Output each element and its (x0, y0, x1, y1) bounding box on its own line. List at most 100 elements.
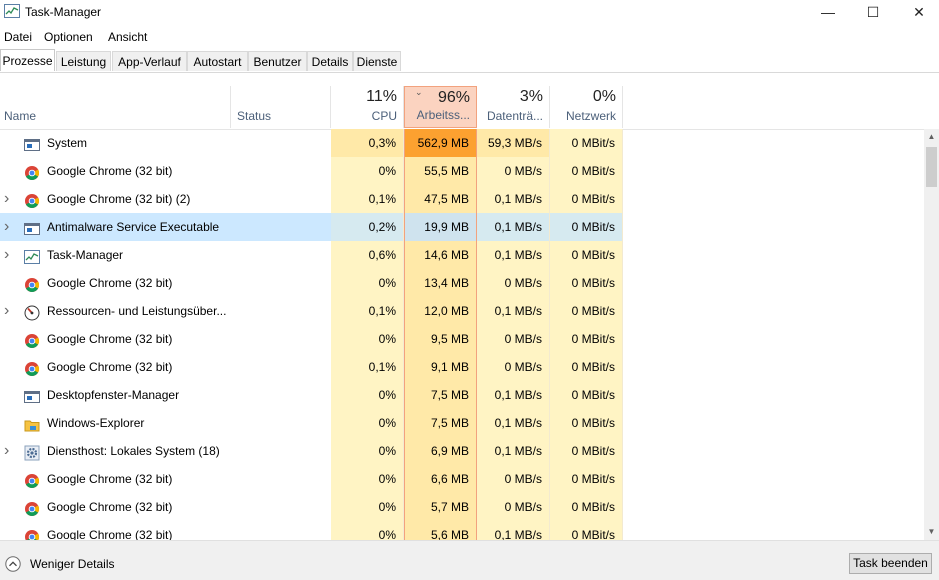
system-window-icon (24, 135, 40, 151)
tab-leistung[interactable]: Leistung (56, 51, 111, 71)
memory-value: 7,5 MB (404, 409, 477, 437)
memory-value: 9,1 MB (404, 353, 477, 381)
process-row[interactable]: Google Chrome (32 bit) 0% 13,4 MB 0 MB/s 0 M… (0, 269, 924, 297)
disk-value: 0,1 MB/s (477, 437, 550, 465)
network-value: 0 MBit/s (550, 185, 623, 213)
column-header-cpu[interactable]: 11% CPU (331, 86, 404, 128)
memory-value: 19,9 MB (404, 213, 477, 241)
disk-value: 0 MB/s (477, 465, 550, 493)
title-bar: Task-Manager — ☐ ✕ (0, 0, 939, 26)
tab-benutzer[interactable]: Benutzer (248, 51, 307, 71)
resource-monitor-icon (24, 303, 40, 321)
process-name: Google Chrome (32 bit) (47, 360, 173, 374)
process-row[interactable]: › Antimalware Service Executable 0,2% 19,9 … (0, 213, 924, 241)
chrome-icon (24, 527, 40, 540)
tab-app-verlauf[interactable]: App-Verlauf (112, 51, 187, 71)
menu-optionen[interactable]: Optionen (44, 30, 93, 44)
process-name-cell: Google Chrome (32 bit) (0, 521, 331, 540)
cpu-value: 0,3% (331, 129, 404, 157)
process-row[interactable]: › Ressourcen- und Leistungsüber... 0,1% 12,… (0, 297, 924, 325)
network-value: 0 MBit/s (550, 297, 623, 325)
menu-ansicht[interactable]: Ansicht (108, 30, 148, 44)
process-name-cell: › Ressourcen- und Leistungsüber... (0, 297, 331, 325)
expand-chevron-icon[interactable]: › (4, 190, 10, 207)
chrome-icon (24, 275, 40, 292)
memory-value: 6,6 MB (404, 465, 477, 493)
disk-value: 0,1 MB/s (477, 185, 550, 213)
end-task-button[interactable]: Task beenden (849, 553, 932, 574)
process-name: Google Chrome (32 bit) (47, 276, 173, 290)
menu-datei[interactable]: Datei (4, 30, 33, 44)
disk-value: 0,1 MB/s (477, 241, 550, 269)
process-row[interactable]: › Task-Manager 0,6% 14,6 MB 0,1 MB/s 0 MBit/s (0, 241, 924, 269)
process-row[interactable]: Google Chrome (32 bit) 0,1% 9,1 MB 0 MB/s 0 … (0, 353, 924, 381)
process-name: Desktopfenster-Manager (47, 388, 180, 402)
process-list: System 0,3% 562,9 MB 59,3 MB/s 0 MBit/s Googl… (0, 129, 924, 540)
process-name: Google Chrome (32 bit) (47, 164, 173, 178)
process-row[interactable]: Google Chrome (32 bit) 0% 5,6 MB 0,1 MB/s 0 … (0, 521, 924, 540)
process-row[interactable]: Google Chrome (32 bit) 0% 6,6 MB 0 MB/s 0 MB… (0, 465, 924, 493)
expand-chevron-icon[interactable]: › (4, 218, 10, 235)
minimize-button[interactable]: — (821, 4, 835, 20)
process-row[interactable]: Desktopfenster-Manager 0% 7,5 MB 0,1 MB/s 0 … (0, 381, 924, 409)
expand-chevron-icon[interactable]: › (4, 246, 10, 263)
tab-prozesse[interactable]: Prozesse (0, 49, 55, 71)
expand-chevron-icon[interactable]: › (4, 302, 10, 319)
disk-value: 0,1 MB/s (477, 409, 550, 437)
close-button[interactable]: ✕ (913, 4, 925, 20)
cpu-value: 0% (331, 269, 404, 297)
expand-chevron-icon[interactable]: › (4, 442, 10, 459)
chrome-icon (24, 331, 40, 348)
process-row[interactable]: › Google Chrome (32 bit) (2) 0,1% 47,5 MB 0,… (0, 185, 924, 213)
column-header-network[interactable]: 0% Netzwerk (550, 86, 623, 128)
memory-value: 13,4 MB (404, 269, 477, 297)
process-row[interactable]: Google Chrome (32 bit) 0% 9,5 MB 0 MB/s 0 MB… (0, 325, 924, 353)
chevron-up-circle-icon[interactable] (5, 556, 21, 572)
process-row[interactable]: System 0,3% 562,9 MB 59,3 MB/s 0 MBit/s (0, 129, 924, 157)
process-name: Task-Manager (47, 248, 124, 262)
process-name: Google Chrome (32 bit) (47, 528, 173, 540)
scroll-down-arrow-icon[interactable]: ▼ (927, 527, 936, 536)
network-value: 0 MBit/s (550, 269, 623, 297)
process-row[interactable]: Google Chrome (32 bit) 0% 55,5 MB 0 MB/s 0 M… (0, 157, 924, 185)
vertical-scrollbar[interactable]: ▲ ▼ (924, 129, 939, 540)
process-row[interactable]: Windows-Explorer 0% 7,5 MB 0,1 MB/s 0 MBit/s (0, 409, 924, 437)
window-title: Task-Manager (25, 5, 102, 19)
cpu-value: 0% (331, 437, 404, 465)
cpu-value: 0,1% (331, 185, 404, 213)
maximize-button[interactable]: ☐ (866, 4, 880, 20)
process-row[interactable]: › Diensthost: Lokales System (18) 0% 6,9 MB… (0, 437, 924, 465)
disk-value: 0,1 MB/s (477, 213, 550, 241)
cpu-value: 0% (331, 325, 404, 353)
scroll-up-arrow-icon[interactable]: ▲ (927, 132, 936, 141)
process-name: Windows-Explorer (47, 416, 145, 430)
network-value: 0 MBit/s (550, 325, 623, 353)
cpu-value: 0% (331, 465, 404, 493)
disk-value: 0 MB/s (477, 325, 550, 353)
cpu-value: 0,1% (331, 353, 404, 381)
memory-value: 562,9 MB (404, 129, 477, 157)
memory-value: 12,0 MB (404, 297, 477, 325)
tab-details[interactable]: Details (307, 51, 353, 71)
tab-dienste[interactable]: Dienste (353, 51, 401, 71)
column-header-disk[interactable]: 3% Datenträ... (477, 86, 550, 128)
fewer-details-link[interactable]: Weniger Details (30, 557, 115, 571)
column-header-status[interactable]: Status (231, 86, 331, 128)
process-name-cell: Windows-Explorer (0, 409, 331, 437)
memory-value: 55,5 MB (404, 157, 477, 185)
scroll-thumb[interactable] (926, 147, 937, 187)
network-value: 0 MBit/s (550, 353, 623, 381)
tab-autostart[interactable]: Autostart (187, 51, 248, 71)
process-row[interactable]: Google Chrome (32 bit) 0% 5,7 MB 0 MB/s 0 MB… (0, 493, 924, 521)
column-header-memory[interactable]: ⌄ 96% Arbeitss... (404, 86, 477, 128)
column-header-name[interactable]: Name (0, 86, 231, 128)
memory-value: 47,5 MB (404, 185, 477, 213)
footer-bar: Weniger Details Task beenden (0, 540, 939, 580)
cpu-value: 0% (331, 493, 404, 521)
cpu-value: 0,1% (331, 297, 404, 325)
chrome-icon (24, 499, 40, 516)
network-value: 0 MBit/s (550, 129, 623, 157)
disk-value: 0 MB/s (477, 269, 550, 297)
process-name: Ressourcen- und Leistungsüber... (47, 304, 227, 318)
cpu-value: 0% (331, 157, 404, 185)
